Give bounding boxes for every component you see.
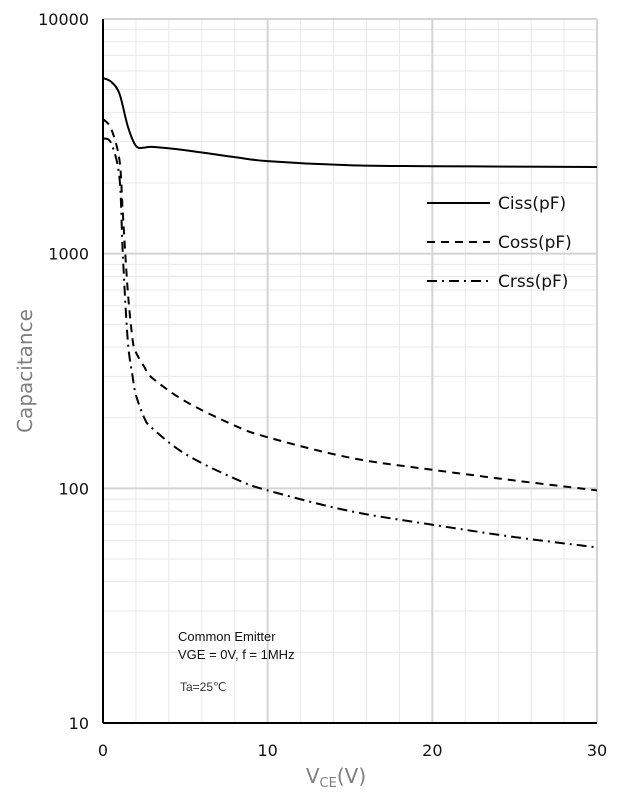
annotation-test-conditions: VGE = 0V, f = 1MHz	[178, 647, 295, 662]
y-tick-label: 10	[69, 714, 89, 733]
legend: Ciss(pF) Coss(pF) Crss(pF)	[427, 194, 572, 292]
series-group	[102, 77, 598, 549]
x-tick-label: 0	[98, 741, 108, 760]
legend-label-coss: Coss(pF)	[498, 233, 572, 253]
legend-label-ciss: Ciss(pF)	[498, 194, 566, 214]
x-tick-label: 20	[422, 741, 442, 760]
x-axis-title: VCE(V)	[306, 764, 366, 791]
series-ciss-line	[102, 77, 598, 168]
tick-labels: 10 100 1000 10000 0 10 20 30	[38, 10, 607, 760]
x-axis-title-unit: (V)	[337, 764, 366, 788]
x-tick-label: 30	[587, 741, 607, 760]
x-tick-label: 10	[257, 741, 277, 760]
annotations: Common Emitter VGE = 0V, f = 1MHz Ta=25℃	[178, 629, 295, 694]
grid	[103, 18, 598, 724]
y-tick-label: 1000	[48, 245, 89, 264]
y-tick-label: 100	[58, 479, 89, 498]
y-axis-title: Capacitance	[13, 309, 37, 433]
x-axis-title-sub: CE	[320, 776, 337, 791]
annotation-temperature: Ta=25℃	[180, 680, 227, 694]
series-crss-line	[102, 137, 598, 549]
axes	[102, 19, 597, 724]
series-coss-line	[102, 118, 598, 492]
legend-label-crss: Crss(pF)	[498, 272, 568, 292]
y-tick-label: 10000	[38, 10, 89, 29]
annotation-common-emitter: Common Emitter	[178, 629, 276, 644]
x-axis-title-main: V	[306, 764, 320, 788]
